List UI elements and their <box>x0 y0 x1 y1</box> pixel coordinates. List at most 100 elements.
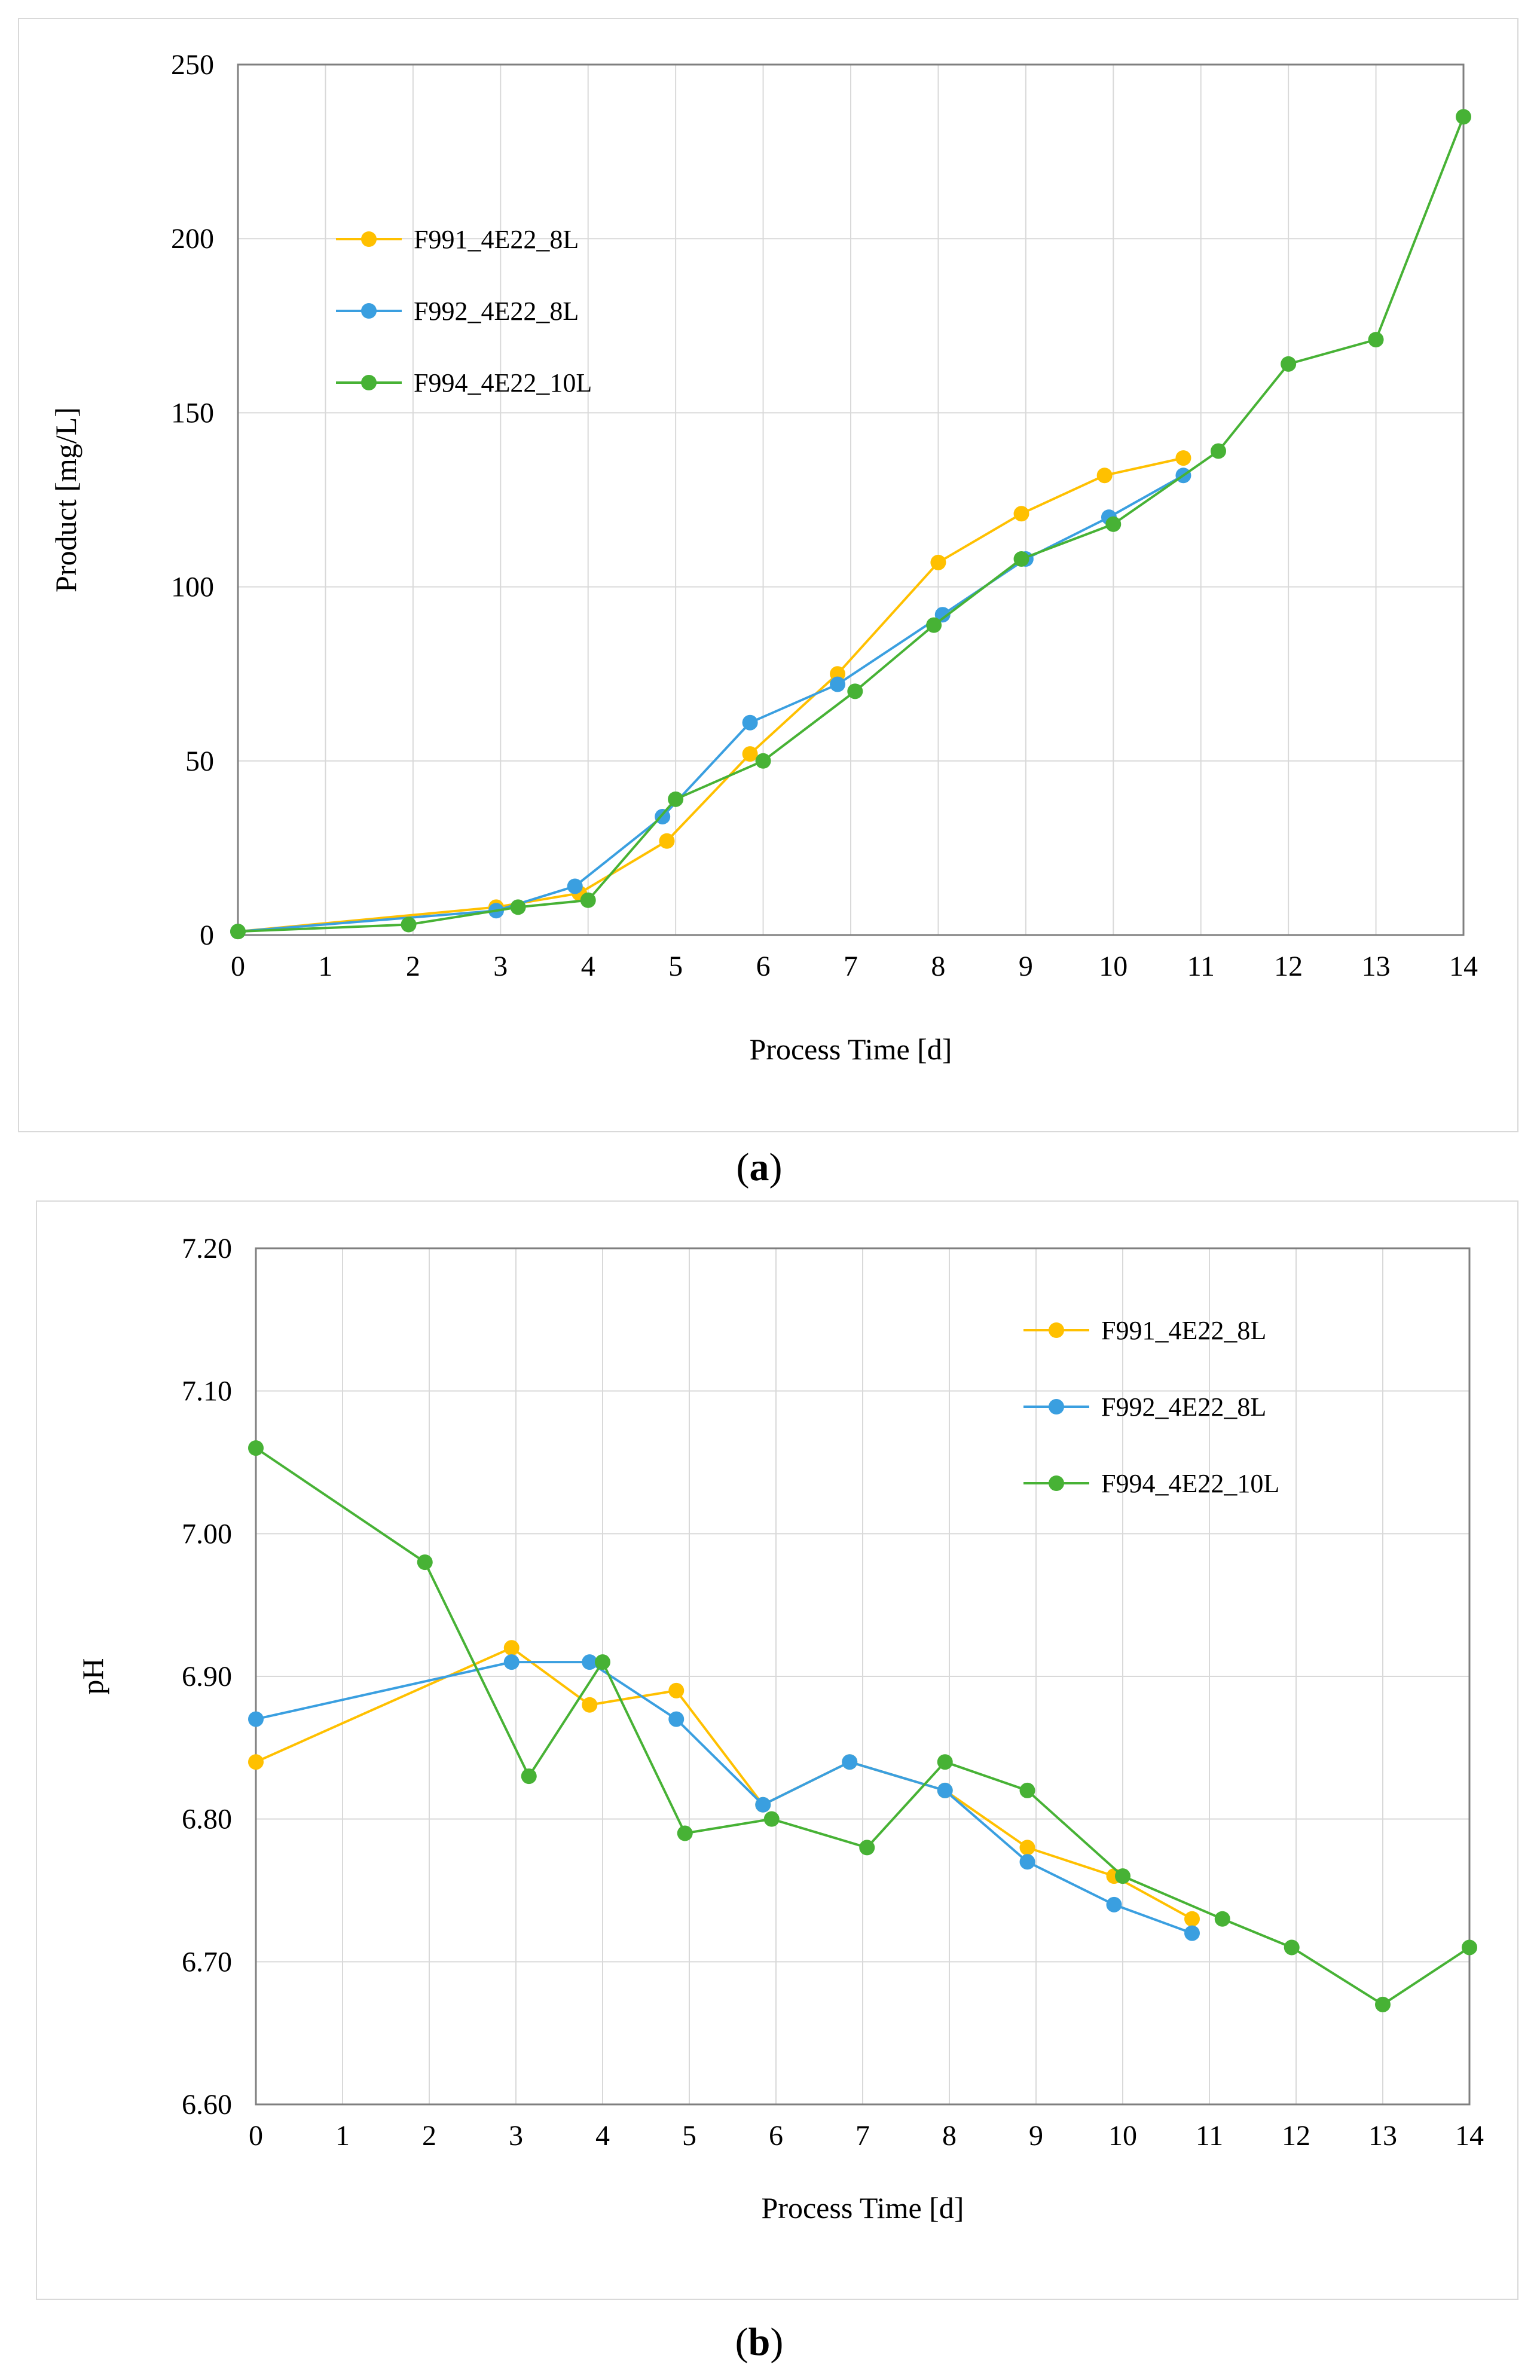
y-axis-label: Product [mg/L] <box>49 407 82 592</box>
plot-area-frame <box>255 1247 1471 2106</box>
x-tick-label: 0 <box>249 2120 263 2152</box>
x-tick-label: 7 <box>855 2120 870 2152</box>
data-point <box>1184 1925 1200 1941</box>
x-tick-label: 6 <box>756 951 771 982</box>
x-tick-label: 9 <box>1019 951 1033 982</box>
y-tick-label: 7.20 <box>182 1233 232 1264</box>
y-tick-label: 6.60 <box>182 2089 232 2121</box>
chart-a-svg: 0 1 2 3 4 5 6 7 8 9 10 11 12 13 14050100150200250Proce… <box>49 49 1478 1066</box>
x-tick-label: 4 <box>581 951 595 982</box>
data-point <box>937 1754 953 1770</box>
data-point <box>763 1811 780 1827</box>
data-point <box>503 1654 520 1670</box>
data-point <box>830 676 846 692</box>
data-point <box>1284 1939 1300 1956</box>
legend-label: F992_4E22_8L <box>1101 1392 1266 1422</box>
legend-marker <box>1049 1475 1064 1491</box>
data-point <box>1214 1911 1230 1927</box>
y-tick-label: 7.00 <box>182 1518 232 1550</box>
x-tick-label: 2 <box>422 2120 436 2152</box>
series-line <box>237 116 1465 933</box>
x-tick-label: 8 <box>931 951 945 982</box>
data-point <box>1115 1868 1130 1884</box>
chart-b-panel: 0 1 2 3 4 5 6 7 8 9 10 11 12 13 14 6.60 6.70 6.80 6.90 7.00… <box>36 1200 1518 2300</box>
legend-label: F991_4E22_8L <box>414 225 579 254</box>
panel-label-a: (a) <box>736 1145 783 1189</box>
x-tick-label: 3 <box>493 951 508 982</box>
data-point <box>1106 1896 1122 1912</box>
data-point <box>742 746 758 762</box>
data-point <box>842 1754 858 1770</box>
y-tick-label: 7.10 <box>182 1376 232 1407</box>
data-point <box>580 892 596 908</box>
x-tick-label: 1 <box>318 951 332 982</box>
data-point <box>926 617 942 633</box>
data-point <box>677 1825 693 1841</box>
y-tick-label: 6.80 <box>182 1804 232 1835</box>
x-axis-label: Process Time [d] <box>762 2191 964 2225</box>
data-point <box>248 1754 264 1770</box>
data-point <box>595 1654 610 1670</box>
x-tick-label: 13 <box>1368 2120 1397 2152</box>
x-tick-label: 6 <box>769 2120 783 2152</box>
data-point <box>1019 1840 1035 1856</box>
x-tick-label: 11 <box>1196 2120 1223 2152</box>
data-point <box>1375 1996 1391 2012</box>
x-tick-label: 10 <box>1099 951 1128 982</box>
data-point <box>668 1711 685 1727</box>
series-line <box>255 1661 1193 1935</box>
y-axis-label: pH <box>76 1658 109 1694</box>
series-line <box>255 1447 1471 2006</box>
data-point <box>1456 109 1471 125</box>
y-tick-label: 50 <box>185 746 214 777</box>
data-point <box>503 1640 520 1656</box>
y-tick-label: 0 <box>200 919 214 951</box>
data-point <box>847 683 863 699</box>
y-tick-label: 150 <box>171 397 214 429</box>
x-tick-label: 3 <box>509 2120 523 2152</box>
data-point <box>417 1554 433 1571</box>
x-tick-label: 13 <box>1362 951 1391 982</box>
legend-marker <box>361 231 377 247</box>
legend-marker <box>1049 1399 1064 1414</box>
data-point <box>934 607 951 623</box>
data-point <box>248 1440 264 1456</box>
data-point <box>521 1768 537 1785</box>
y-tick-label: 6.70 <box>182 1946 232 1978</box>
x-tick-label: 5 <box>668 951 683 982</box>
series-line <box>237 474 1184 933</box>
data-point <box>937 1782 953 1798</box>
plot-area-frame <box>237 63 1465 936</box>
data-point <box>582 1697 598 1713</box>
data-point <box>668 1682 685 1698</box>
x-tick-label: 2 <box>406 951 420 982</box>
chart-b-svg: 0 1 2 3 4 5 6 7 8 9 10 11 12 13 146.606.706.806.907.00… <box>76 1233 1484 2225</box>
data-point <box>659 833 675 849</box>
legend-marker <box>361 303 377 319</box>
legend-marker <box>361 375 377 390</box>
legend-marker <box>1049 1322 1064 1338</box>
data-point <box>1184 1911 1200 1927</box>
y-tick-label: 100 <box>171 572 214 603</box>
x-tick-label: 11 <box>1187 951 1215 982</box>
data-point <box>1019 1782 1035 1798</box>
data-point <box>401 916 417 933</box>
data-point <box>1096 468 1113 484</box>
y-tick-label: 250 <box>171 49 214 81</box>
data-point <box>755 1797 771 1813</box>
data-point <box>230 924 246 940</box>
legend-label: F994_4E22_10L <box>1101 1469 1279 1498</box>
series-line <box>237 457 1184 933</box>
x-tick-label: 7 <box>844 951 858 982</box>
legend-label: F991_4E22_8L <box>1101 1316 1266 1345</box>
data-point <box>582 1654 598 1670</box>
data-point <box>859 1840 875 1856</box>
legend-label: F992_4E22_8L <box>414 297 579 326</box>
data-point <box>930 554 946 570</box>
data-point <box>668 791 684 807</box>
data-point <box>567 878 583 894</box>
data-point <box>248 1711 264 1727</box>
legend-label: F994_4E22_10L <box>414 368 592 398</box>
x-tick-label: 8 <box>942 2120 957 2152</box>
data-point <box>1013 551 1029 567</box>
